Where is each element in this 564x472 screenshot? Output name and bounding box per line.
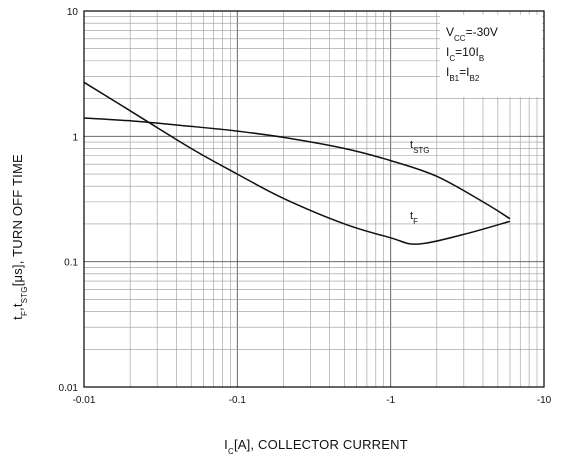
series-line-tstg — [83, 117, 511, 220]
y-tick-label: 0.01 — [59, 383, 79, 394]
plot-area-frame — [83, 10, 545, 388]
condition-line: IB1=IB2 — [446, 65, 480, 83]
tick-labels: -0.01 -0.1 -1 -10 10 1 0.1 0.01 — [59, 7, 552, 406]
series-line-tf — [83, 81, 511, 245]
y-axis-title: tF,tSTG[μs], TURN OFF TIME — [10, 154, 29, 320]
x-tick-label: -10 — [537, 395, 552, 406]
series-layer — [83, 81, 511, 245]
condition-line: IC=10IB — [446, 45, 484, 63]
x-tick-label: -0.01 — [73, 395, 96, 406]
y-tick-label: 0.1 — [64, 258, 78, 269]
x-axis-title: IC[A], COLLECTOR CURRENT — [224, 437, 408, 456]
y-tick-label: 10 — [67, 7, 79, 18]
conditions-annotation: VCC=-30V IC=10IB IB1=IB2 — [446, 25, 498, 83]
conditions-box — [440, 15, 542, 97]
y-tick-label: 1 — [72, 132, 78, 143]
condition-line: VCC=-30V — [446, 25, 498, 43]
x-tick-label: -1 — [386, 395, 395, 406]
x-tick-label: -0.1 — [229, 395, 247, 406]
series-label-tf: tF — [410, 210, 418, 226]
series-label-tstg: tSTG — [410, 139, 430, 155]
